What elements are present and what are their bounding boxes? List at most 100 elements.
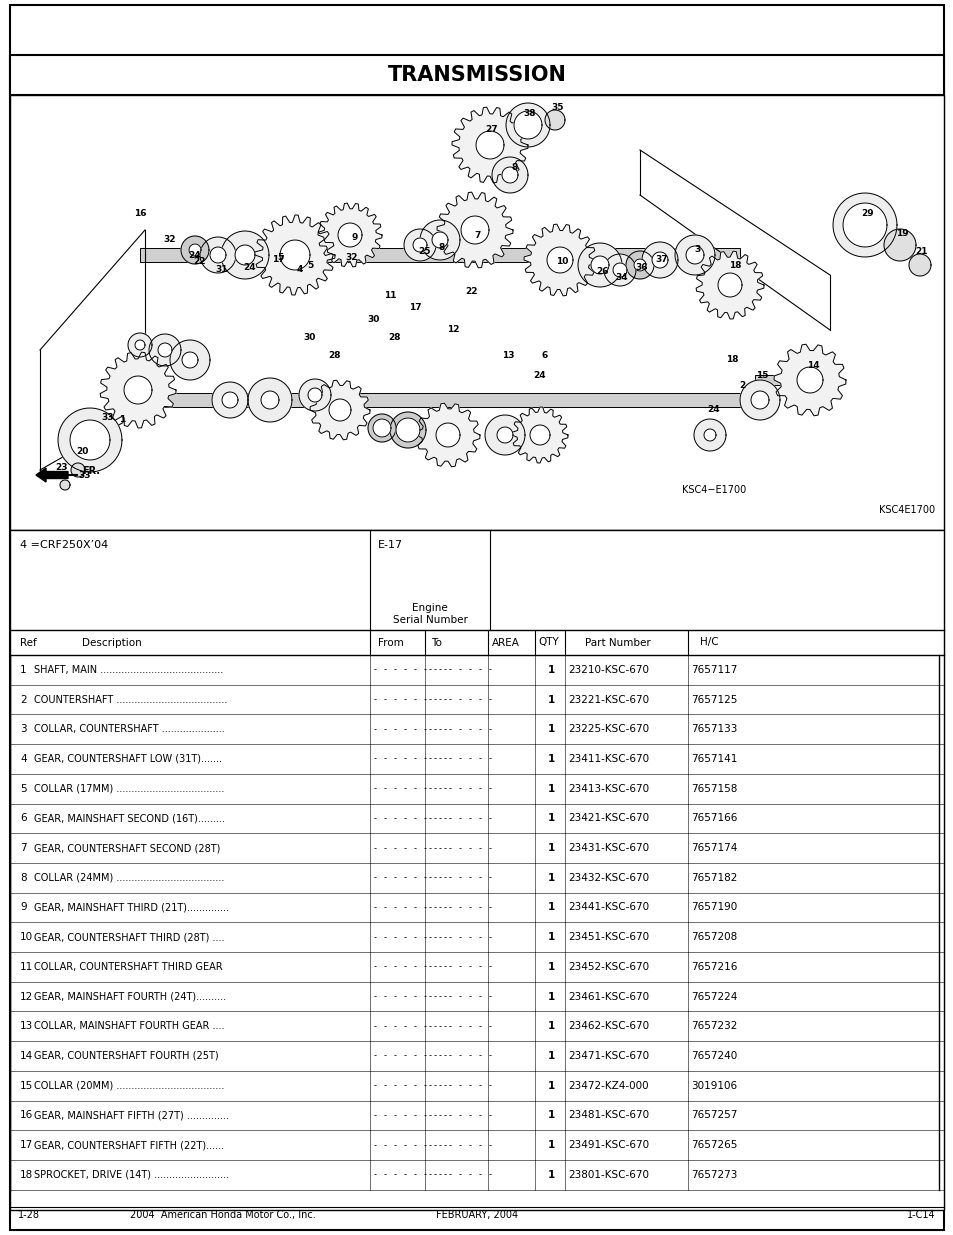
- Polygon shape: [58, 408, 122, 472]
- Text: 38: 38: [523, 109, 536, 117]
- Text: - - - - - - - -: - - - - - - - -: [373, 932, 448, 941]
- Polygon shape: [221, 231, 269, 279]
- Polygon shape: [181, 236, 209, 264]
- Text: 1: 1: [547, 724, 554, 735]
- Text: 1: 1: [547, 932, 554, 942]
- Text: 18: 18: [20, 1170, 33, 1179]
- Text: 32: 32: [164, 236, 176, 245]
- Polygon shape: [373, 419, 391, 437]
- Text: 22: 22: [465, 288, 477, 296]
- Polygon shape: [460, 216, 489, 245]
- Text: 28: 28: [388, 333, 401, 342]
- Text: 7657208: 7657208: [690, 932, 737, 942]
- Text: COLLAR (20MM) ....................................: COLLAR (20MM) ..........................…: [34, 1081, 224, 1091]
- Text: 1: 1: [547, 664, 554, 674]
- Text: - - - - - - -: - - - - - - -: [428, 695, 493, 704]
- Text: SHAFT, MAIN .........................................: SHAFT, MAIN ............................…: [34, 664, 223, 674]
- Text: 24: 24: [707, 405, 720, 415]
- Text: 32: 32: [345, 253, 358, 263]
- Text: 23451-KSC-670: 23451-KSC-670: [567, 932, 648, 942]
- Text: Ref: Ref: [20, 637, 37, 647]
- Text: 31: 31: [215, 266, 228, 274]
- Text: 6: 6: [20, 814, 27, 824]
- Text: Part Number: Part Number: [584, 637, 650, 647]
- Bar: [10, 530, 943, 1210]
- Polygon shape: [578, 243, 621, 287]
- Polygon shape: [280, 240, 310, 270]
- Text: 7657265: 7657265: [690, 1140, 737, 1150]
- Text: 22: 22: [193, 258, 206, 267]
- Text: 7657232: 7657232: [690, 1021, 737, 1031]
- Text: 23472-KZ4-000: 23472-KZ4-000: [567, 1081, 648, 1091]
- Text: 35: 35: [551, 104, 563, 112]
- Text: 19: 19: [895, 228, 907, 237]
- Text: 8: 8: [512, 163, 517, 173]
- Text: 9: 9: [352, 233, 357, 242]
- Polygon shape: [368, 414, 395, 442]
- Polygon shape: [70, 420, 110, 459]
- Text: 7: 7: [475, 231, 480, 240]
- Text: 1: 1: [119, 415, 125, 425]
- Text: - - - - - - - -: - - - - - - - -: [373, 873, 448, 882]
- Polygon shape: [60, 480, 70, 490]
- Text: 7657133: 7657133: [690, 724, 737, 735]
- Polygon shape: [170, 340, 210, 380]
- Text: 16: 16: [20, 1110, 33, 1120]
- Text: 23462-KSC-670: 23462-KSC-670: [567, 1021, 648, 1031]
- Text: - - - - - - - -: - - - - - - - -: [373, 1051, 448, 1061]
- Polygon shape: [842, 203, 886, 247]
- Polygon shape: [436, 193, 513, 268]
- Polygon shape: [651, 252, 667, 268]
- Text: From: From: [377, 637, 403, 647]
- Text: 23491-KSC-670: 23491-KSC-670: [567, 1140, 648, 1150]
- Text: - - - - - - -: - - - - - - -: [428, 992, 493, 1002]
- Text: 5: 5: [20, 784, 27, 794]
- Text: - - - - - - - -: - - - - - - - -: [373, 1021, 448, 1031]
- Text: Engine: Engine: [412, 603, 447, 613]
- Text: 24: 24: [189, 251, 201, 259]
- Text: - - - - - - - -: - - - - - - - -: [373, 1081, 448, 1091]
- Text: 16: 16: [133, 209, 146, 217]
- Text: 3019106: 3019106: [690, 1081, 737, 1091]
- Text: - - - - - - - -: - - - - - - - -: [373, 666, 448, 674]
- Text: COLLAR (17MM) ....................................: COLLAR (17MM) ..........................…: [34, 784, 224, 794]
- Polygon shape: [436, 424, 459, 447]
- Text: 7657117: 7657117: [690, 664, 737, 674]
- Text: GEAR, COUNTERSHAFT THIRD (28T) ....: GEAR, COUNTERSHAFT THIRD (28T) ....: [34, 932, 224, 942]
- Text: 1: 1: [547, 903, 554, 913]
- Polygon shape: [416, 403, 479, 467]
- Text: - - - - - - -: - - - - - - -: [428, 844, 493, 852]
- Text: 23432-KSC-670: 23432-KSC-670: [567, 873, 648, 883]
- Polygon shape: [329, 399, 351, 421]
- Text: 6: 6: [541, 351, 548, 359]
- Polygon shape: [740, 380, 780, 420]
- Text: 1: 1: [547, 992, 554, 1002]
- Text: 21: 21: [915, 247, 927, 257]
- Text: GEAR, COUNTERSHAFT SECOND (28T): GEAR, COUNTERSHAFT SECOND (28T): [34, 844, 220, 853]
- Text: - - - - - - -: - - - - - - -: [428, 666, 493, 674]
- Text: - - - - - - -: - - - - - - -: [428, 903, 493, 911]
- Text: 20: 20: [75, 447, 88, 457]
- Polygon shape: [337, 224, 361, 247]
- Polygon shape: [261, 391, 278, 409]
- Text: COLLAR, MAINSHAFT FOURTH GEAR ....: COLLAR, MAINSHAFT FOURTH GEAR ....: [34, 1021, 224, 1031]
- Text: 7657216: 7657216: [690, 962, 737, 972]
- Text: - - - - - - -: - - - - - - -: [428, 755, 493, 763]
- Text: 5: 5: [276, 253, 283, 263]
- Text: 30: 30: [368, 315, 380, 325]
- Text: GEAR, COUNTERSHAFT FIFTH (22T)......: GEAR, COUNTERSHAFT FIFTH (22T)......: [34, 1140, 224, 1150]
- Text: - - - - - - -: - - - - - - -: [428, 873, 493, 882]
- Text: 8: 8: [20, 873, 27, 883]
- Text: 18: 18: [725, 356, 738, 364]
- Text: 27: 27: [485, 126, 497, 135]
- Polygon shape: [523, 224, 596, 296]
- Text: GEAR, MAINSHAFT THIRD (21T)..............: GEAR, MAINSHAFT THIRD (21T).............…: [34, 903, 229, 913]
- Text: 1: 1: [547, 1021, 554, 1031]
- Polygon shape: [832, 193, 896, 257]
- Text: 34: 34: [615, 273, 628, 283]
- Text: 33: 33: [102, 414, 114, 422]
- Polygon shape: [248, 378, 292, 422]
- Text: 23431-KSC-670: 23431-KSC-670: [567, 844, 648, 853]
- Text: 12: 12: [446, 326, 458, 335]
- Polygon shape: [149, 333, 181, 366]
